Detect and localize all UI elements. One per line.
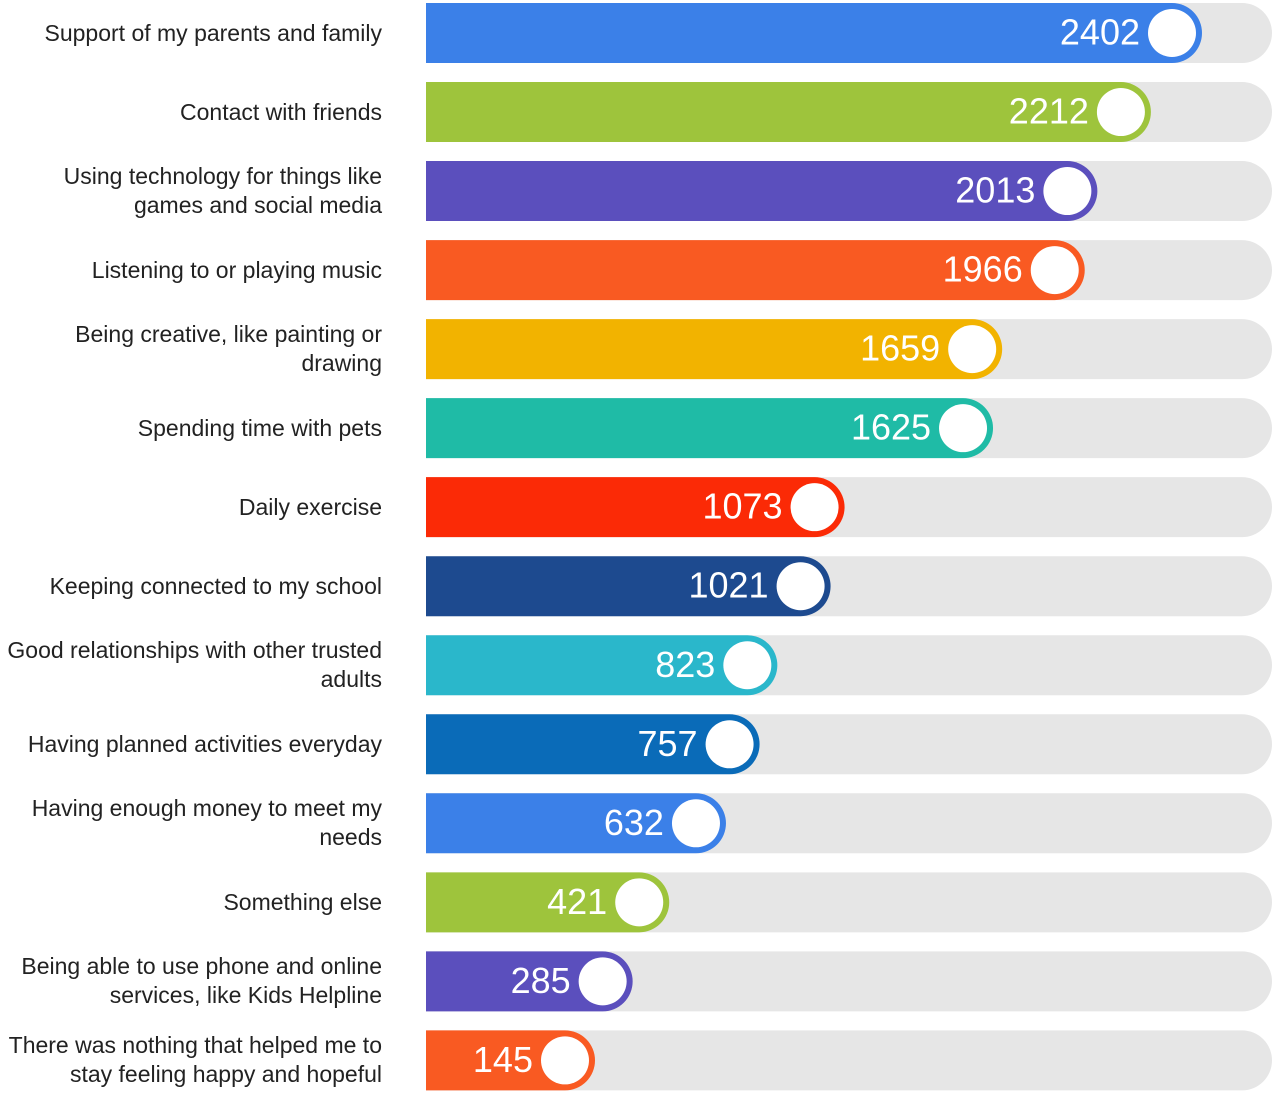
bar [426,319,1003,380]
category-label: There was nothing that helped me to stay… [8,1032,382,1088]
bar [426,872,670,933]
bar [426,951,633,1012]
bar-knob [1148,9,1196,57]
bar-knob [790,483,839,532]
bar-knob [948,325,997,374]
category-label: Support of my parents and family [44,19,383,46]
value-label: 1625 [851,407,931,448]
value-label: 2013 [955,170,1035,211]
category-label: Something else [223,888,382,915]
value-label: 2402 [1060,12,1140,53]
bar-knob [705,720,754,769]
bar-knob [776,562,825,611]
category-label: Using technology for things like games a… [63,163,382,219]
value-label: 285 [511,960,571,1001]
category-label: Good relationships with other trusted ad… [7,637,382,693]
bar [426,161,1098,222]
bar [426,240,1085,301]
value-label: 1659 [860,328,940,369]
value-label: 1021 [688,565,768,606]
value-label: 145 [473,1039,533,1080]
track [426,951,1272,1012]
bar [426,556,831,617]
bar-knob [723,641,772,690]
category-label: Keeping connected to my school [49,572,382,599]
bar-knob [1043,167,1092,216]
category-label: Daily exercise [238,493,382,520]
value-label: 823 [655,644,715,685]
bar-knob [1030,246,1079,295]
value-label: 757 [638,723,698,764]
value-label: 2212 [1009,91,1089,132]
bar-knob [540,1036,589,1085]
bar-knob [615,878,664,927]
category-label: Listening to or playing music [91,256,382,283]
bar [426,477,845,538]
bar-knob [1096,88,1145,137]
value-label: 1073 [702,486,782,527]
bar-knob [578,957,627,1006]
value-label: 1966 [943,249,1023,290]
bar [426,714,760,775]
bar [426,793,726,854]
bar-knob [671,799,720,848]
bar [426,398,994,459]
category-label: Being able to use phone and online servi… [21,953,382,1009]
value-label: 632 [604,802,664,843]
category-label: Having planned activities everyday [27,730,382,757]
track [426,1030,1272,1091]
bar [426,635,778,696]
bar [426,82,1151,143]
value-label: 421 [547,881,607,922]
bar-knob [939,404,988,453]
category-label: Contact with friends [180,98,382,125]
bar [426,3,1202,63]
category-label: Having enough money to meet my needs [31,795,382,851]
category-label: Spending time with pets [137,414,382,441]
category-label: Being creative, like painting or drawing [75,321,382,377]
